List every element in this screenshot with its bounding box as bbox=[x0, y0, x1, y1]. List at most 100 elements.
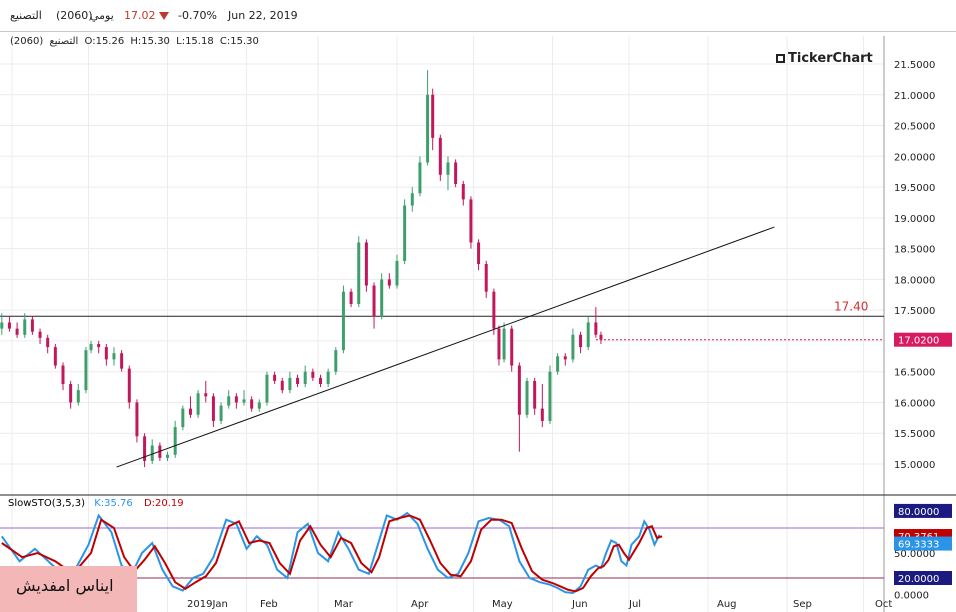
logo-icon bbox=[776, 54, 785, 63]
x-month-label-Mar: Mar bbox=[334, 599, 354, 610]
candle-body-62 bbox=[469, 199, 473, 243]
candle-body-71 bbox=[533, 380, 537, 409]
oscillator-tick-label: 50.0000 bbox=[894, 549, 935, 560]
price-chart[interactable]: 15.000015.500016.000016.500017.000017.50… bbox=[0, 32, 956, 612]
y-tick-label: 21.0000 bbox=[894, 91, 935, 102]
logo-text: TickerChart bbox=[788, 51, 873, 66]
candle-body-16 bbox=[120, 353, 124, 369]
candle-body-17 bbox=[127, 368, 131, 403]
candle-body-43 bbox=[326, 371, 330, 384]
y-tick-label: 21.5000 bbox=[894, 60, 935, 71]
candle-body-1 bbox=[7, 322, 11, 329]
header-bar: التصنيع (2060) يومي 17.02 -0.70% Jun 22,… bbox=[0, 0, 956, 32]
y-tick-label: 16.0000 bbox=[894, 398, 935, 409]
resistance-label: 17.40 bbox=[834, 299, 868, 313]
ohlc-readout: التصنيع (2060) O:15.26 H:15.30 L:15.18 C… bbox=[10, 36, 262, 47]
candle-body-69 bbox=[517, 365, 521, 415]
candle-body-58 bbox=[438, 137, 442, 175]
candle-body-47 bbox=[357, 242, 361, 304]
candle-body-54 bbox=[410, 193, 414, 206]
current-price-tag: 17.0200 bbox=[898, 336, 939, 347]
date-label: Jun 22, 2019 bbox=[228, 9, 298, 22]
oscillator-k-value: K:35.76 bbox=[94, 498, 133, 509]
candle-body-60 bbox=[454, 162, 458, 184]
candle-body-53 bbox=[403, 205, 407, 261]
ohlc-low: L:15.18 bbox=[176, 36, 214, 47]
candle-body-9 bbox=[69, 384, 73, 403]
candle-body-75 bbox=[563, 356, 567, 360]
y-tick-label: 15.5000 bbox=[894, 429, 935, 440]
candle-body-36 bbox=[273, 374, 277, 381]
y-tick-label: 16.5000 bbox=[894, 368, 935, 379]
candle-body-5 bbox=[38, 331, 42, 338]
change-percent: -0.70% bbox=[178, 9, 217, 22]
candle-body-28 bbox=[211, 396, 215, 421]
candle-body-67 bbox=[502, 328, 506, 360]
y-tick-label: 15.0000 bbox=[894, 460, 935, 471]
candle-body-65 bbox=[492, 291, 496, 329]
annotation-box: ايناس امفديش bbox=[0, 566, 137, 612]
candle-body-11 bbox=[84, 350, 88, 391]
candle-body-34 bbox=[257, 402, 261, 409]
candle-body-8 bbox=[61, 365, 65, 384]
ohlc-close: C:15.30 bbox=[219, 36, 259, 47]
candle-body-25 bbox=[188, 408, 192, 415]
candle-body-78 bbox=[586, 322, 590, 348]
y-tick-label: 18.5000 bbox=[894, 245, 935, 256]
candle-body-70 bbox=[525, 380, 529, 415]
candle-body-79 bbox=[594, 322, 598, 335]
current-price-tag-bg bbox=[894, 332, 952, 347]
period-label[interactable]: يومي bbox=[90, 9, 114, 22]
candle-body-77 bbox=[579, 334, 583, 348]
candle-body-61 bbox=[461, 184, 465, 200]
oscillator-d-line bbox=[1, 514, 663, 593]
level-80-tag-bg bbox=[894, 503, 952, 518]
candle-body-12 bbox=[89, 344, 93, 351]
candle-body-73 bbox=[548, 371, 552, 421]
candle-body-26 bbox=[196, 393, 200, 415]
k-value-tag-bg bbox=[894, 536, 952, 551]
candle-body-50 bbox=[380, 279, 384, 317]
candle-body-24 bbox=[181, 408, 185, 428]
candle-body-72 bbox=[540, 408, 544, 421]
candle-body-10 bbox=[76, 390, 80, 403]
candle-body-51 bbox=[387, 279, 391, 286]
candle-body-44 bbox=[334, 350, 338, 372]
x-month-label-May: May bbox=[492, 599, 513, 610]
trendline bbox=[116, 226, 775, 468]
candle-body-46 bbox=[349, 291, 353, 304]
last-price: 17.02 bbox=[124, 9, 156, 22]
x-month-label-Feb: Feb bbox=[260, 599, 278, 610]
candle-body-6 bbox=[46, 337, 50, 348]
level-20-tag-bg bbox=[894, 571, 952, 585]
candle-body-45 bbox=[341, 291, 345, 351]
candle-body-33 bbox=[250, 399, 254, 409]
x-month-label-Jul: Jul bbox=[628, 599, 641, 610]
x-month-label-Aug: Aug bbox=[717, 599, 737, 610]
oscillator-d-value: D:20.19 bbox=[143, 498, 184, 509]
candle-body-40 bbox=[303, 371, 307, 384]
candle-body-41 bbox=[311, 371, 315, 378]
candle-body-59 bbox=[446, 162, 450, 175]
candle-body-35 bbox=[265, 374, 269, 403]
candle-body-63 bbox=[477, 242, 481, 264]
y-tick-label: 18.0000 bbox=[894, 275, 935, 286]
y-tick-label: 19.0000 bbox=[894, 214, 935, 225]
candle-body-29 bbox=[219, 405, 223, 421]
candle-body-68 bbox=[510, 328, 514, 366]
candle-body-48 bbox=[364, 242, 368, 286]
annotation-text: ايناس امفديش bbox=[16, 576, 114, 595]
candle-body-64 bbox=[484, 264, 488, 292]
ohlc-high: H:15.30 bbox=[130, 36, 170, 47]
oscillator-tick-label: 0.0000 bbox=[894, 591, 929, 602]
candle-body-38 bbox=[288, 377, 292, 391]
candle-body-30 bbox=[227, 396, 231, 406]
candle-body-74 bbox=[556, 356, 560, 372]
candle-body-23 bbox=[173, 427, 177, 455]
ohlc-symbol: التصنيع bbox=[49, 36, 79, 47]
candle-body-57 bbox=[431, 94, 435, 138]
x-month-label-Apr: Apr bbox=[411, 599, 429, 610]
symbol-code: (2060) bbox=[56, 9, 93, 22]
candle-body-27 bbox=[204, 393, 208, 397]
candle-body-14 bbox=[104, 347, 108, 360]
